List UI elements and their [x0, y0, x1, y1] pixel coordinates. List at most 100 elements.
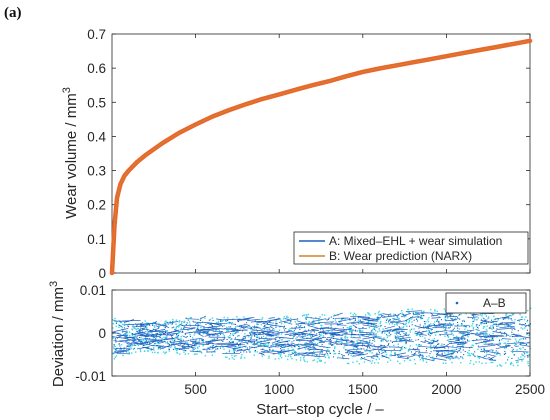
deviation-point	[284, 345, 287, 347]
deviation-point	[258, 336, 260, 338]
deviation-point	[198, 340, 200, 342]
deviation-dot	[318, 333, 320, 335]
deviation-point	[383, 329, 385, 332]
deviation-dot	[168, 332, 170, 334]
deviation-point	[112, 336, 114, 338]
deviation-streak	[345, 352, 362, 355]
deviation-point	[397, 335, 399, 337]
deviation-point	[504, 342, 507, 344]
deviation-streak	[490, 356, 495, 359]
deviation-streak	[189, 350, 202, 353]
deviation-dot	[172, 334, 174, 336]
deviation-point	[196, 353, 198, 355]
deviation-dot	[435, 345, 437, 347]
deviation-dot	[136, 324, 138, 326]
deviation-dot	[144, 341, 146, 343]
deviation-point	[213, 338, 216, 340]
deviation-dot	[333, 356, 335, 358]
deviation-point	[349, 325, 351, 328]
bottom-x-axis-label: Start–stop cycle / –	[256, 401, 384, 418]
deviation-point	[260, 342, 262, 344]
deviation-streak	[112, 336, 129, 340]
deviation-point	[368, 327, 371, 329]
deviation-point	[346, 327, 348, 329]
deviation-point	[199, 331, 202, 333]
deviation-dot	[471, 314, 473, 316]
deviation-streak	[272, 350, 289, 355]
deviation-point	[287, 348, 289, 350]
deviation-point	[364, 314, 367, 316]
deviation-dot	[478, 324, 480, 326]
deviation-dot	[438, 324, 440, 326]
deviation-dot	[219, 347, 221, 349]
deviation-point	[522, 346, 524, 349]
bottom-y-tick-label: 0.01	[80, 283, 106, 298]
deviation-dot	[197, 328, 199, 330]
deviation-streak	[225, 327, 237, 330]
deviation-point	[432, 358, 434, 361]
deviation-point	[244, 346, 247, 348]
deviation-point	[346, 341, 348, 344]
deviation-point	[409, 329, 411, 331]
deviation-dot	[250, 339, 252, 341]
deviation-streak	[299, 323, 313, 325]
deviation-streak	[139, 340, 157, 345]
deviation-streak	[116, 332, 121, 335]
deviation-dot	[333, 350, 335, 352]
deviation-dot	[420, 314, 422, 316]
deviation-point	[315, 317, 317, 319]
deviation-dot	[452, 329, 454, 331]
deviation-point	[490, 338, 493, 340]
deviation-dot	[123, 347, 125, 349]
deviation-dot	[512, 314, 514, 316]
deviation-point	[202, 344, 204, 347]
deviation-point	[226, 356, 228, 358]
deviation-dot	[242, 330, 244, 332]
deviation-point	[163, 351, 165, 353]
deviation-point	[486, 351, 488, 354]
deviation-dot	[361, 345, 363, 347]
deviation-point	[472, 327, 475, 330]
deviation-dot	[390, 340, 392, 342]
deviation-point	[235, 326, 237, 328]
deviation-dot	[242, 327, 244, 329]
deviation-dot	[384, 326, 386, 328]
deviation-point	[514, 343, 517, 346]
deviation-dot	[354, 345, 356, 347]
deviation-dot	[394, 355, 396, 357]
deviation-streak	[135, 332, 145, 336]
deviation-streak	[328, 339, 346, 344]
deviation-dot	[115, 339, 117, 341]
deviation-streak	[311, 326, 330, 330]
deviation-point	[379, 330, 381, 332]
deviation-dot	[322, 336, 324, 338]
deviation-streak	[320, 327, 339, 330]
deviation-point	[516, 361, 518, 364]
deviation-point	[114, 317, 116, 320]
deviation-dot	[113, 344, 115, 346]
deviation-dot	[283, 352, 285, 354]
deviation-dot	[181, 321, 183, 323]
deviation-dot	[527, 356, 529, 358]
deviation-dot	[438, 321, 440, 323]
deviation-point	[444, 318, 446, 321]
deviation-point	[209, 346, 212, 348]
deviation-dot	[168, 348, 170, 350]
deviation-point	[220, 324, 222, 326]
deviation-dot	[251, 346, 253, 348]
deviation-dot	[249, 332, 251, 334]
deviation-point	[208, 330, 210, 332]
deviation-point	[467, 354, 469, 357]
deviation-dot	[317, 337, 319, 339]
deviation-point	[157, 342, 159, 345]
deviation-point	[150, 348, 153, 350]
deviation-point	[511, 362, 513, 365]
deviation-point	[175, 336, 177, 338]
deviation-dot	[362, 326, 364, 328]
deviation-dot	[238, 345, 240, 347]
deviation-streak	[318, 345, 331, 349]
deviation-point	[184, 346, 186, 348]
deviation-point	[171, 339, 174, 341]
deviation-point	[177, 331, 180, 334]
deviation-dot	[201, 339, 203, 341]
